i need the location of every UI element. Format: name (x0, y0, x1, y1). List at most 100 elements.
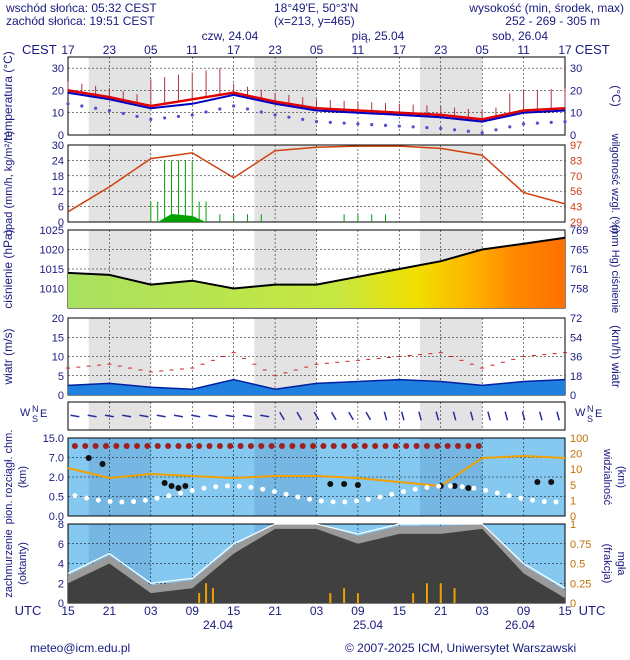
sunrise-text: wschód słońca: 05:32 CEST (6, 1, 157, 15)
cloud-base-high-dot (351, 443, 358, 449)
cloud-thickness-dot (400, 489, 406, 495)
precipitation-axis-title: opad (mm/h, kg/m²/h) (3, 131, 15, 236)
y-tick-label-right: 72 (570, 313, 582, 325)
dew-point-dot (107, 108, 112, 113)
bottom-hour-label: 09 (351, 604, 365, 618)
top-hour-label: 11 (186, 43, 199, 57)
y-tick-label: 20 (52, 313, 64, 325)
cloud-thickness-dot (224, 483, 230, 489)
humidity-axis-title-right: wilgotność wzgl. (%) (609, 133, 621, 234)
fog-bar (329, 593, 332, 603)
top-hour-label: 17 (393, 43, 407, 57)
cloud-base-high-dot (455, 443, 462, 449)
wind-direction-arrow (122, 414, 132, 418)
y-tick-label-right: 10 (570, 108, 582, 120)
top-timezone-label-right: CEST (575, 42, 610, 57)
y-tick-label: 0 (58, 598, 64, 610)
wind-direction-arrow (173, 414, 184, 418)
top-hour-label: 23 (268, 43, 282, 57)
dew-point-dot (494, 128, 498, 132)
cloud-cover-total-line (67, 523, 566, 589)
cloud-thickness-dot (178, 490, 184, 496)
cloud-base-high-dot (175, 443, 182, 449)
dew-point-dot (452, 128, 457, 132)
bottom-timezone-label: UTC (15, 603, 42, 618)
bottom-hour-label: 03 (144, 604, 158, 618)
wind-direction-arrow (313, 411, 320, 421)
y-tick-label-right: 20 (570, 449, 582, 461)
top-hour-label: 17 (61, 43, 75, 57)
y-tick-label: 0 (58, 130, 64, 142)
cloud-base-high-dot (392, 443, 399, 449)
wind-axis-title: wiatr (m/s) (1, 329, 15, 386)
y-tick-label: 15 (52, 332, 64, 344)
panel-temp (67, 56, 566, 136)
wind-direction-arrow (365, 411, 372, 421)
fog-axis-unit: (frakcja) (601, 544, 613, 584)
dew-point-dot (411, 125, 415, 129)
footer-email[interactable]: meteo@icm.edu.pl (30, 641, 131, 655)
cloud-thickness-dot (389, 491, 395, 497)
fog-axis-title: mgła (615, 552, 627, 577)
cloud-thickness-dot (119, 499, 125, 505)
bottom-day-label: 24.04 (203, 618, 233, 632)
top-day-label: sob, 26.04 (492, 29, 548, 43)
top-hour-label: 23 (434, 43, 448, 57)
cloud-thickness-dot (412, 486, 418, 492)
wind-direction-arrow (191, 414, 201, 418)
cloud-base-high-dot (289, 443, 296, 449)
y-tick-label-right: 0 (570, 130, 576, 142)
cloud-base-high-dot (423, 443, 430, 449)
fog-bar (205, 583, 208, 603)
dew-point-dot (163, 116, 167, 120)
y-tick-label: 1025 (40, 225, 64, 237)
cloud-base-high-dot (372, 443, 379, 449)
wind-direction-arrow (139, 414, 149, 418)
wind-direction-arrow (452, 411, 457, 421)
cloud-base-high-dot (206, 443, 213, 449)
panel-rain (67, 144, 566, 223)
dew-point-dot (549, 120, 553, 124)
compass-label-right: W (575, 407, 586, 419)
night-band (420, 402, 483, 430)
y-tick-label: 24 (52, 155, 64, 167)
cloud-thickness-dot (318, 498, 324, 504)
top-timezone-label: CEST (22, 42, 57, 57)
dew-point-dot (204, 110, 208, 114)
fog-bar (412, 593, 415, 603)
wind-direction-arrow (156, 414, 166, 418)
cloud-base-high-dot (278, 443, 285, 449)
compass-label: S (32, 414, 38, 424)
cloud-thickness-dot (283, 491, 289, 497)
cloud-thickness-dot (553, 499, 559, 505)
wind-direction-arrow (435, 411, 440, 421)
top-hour-label: 11 (352, 43, 365, 57)
wind-direction-arrow (279, 411, 285, 421)
elevation-values: 252 - 269 - 305 m (505, 14, 600, 28)
cloud-cover-axis-unit: (oktanty) (17, 542, 29, 585)
temperature-axis-title-right: (°C) (609, 85, 623, 106)
bottom-hour-label: 09 (186, 604, 200, 618)
dew-point-dot (397, 124, 401, 128)
cloud-thickness-dot (84, 495, 90, 501)
wind-direction-arrow (242, 414, 253, 418)
night-band (254, 57, 317, 135)
night-band (88, 145, 151, 222)
dew-point-dot (232, 104, 236, 108)
cloud-thickness-dot (518, 495, 524, 501)
bottom-hour-label: 21 (434, 604, 448, 618)
y-tick-label: 30 (52, 63, 64, 75)
compass-label-right: E (595, 408, 602, 420)
wind-direction-arrow (104, 414, 114, 418)
cloud-base-high-dot (144, 443, 151, 449)
temperature-axis-title: temperatura (°C) (1, 51, 15, 141)
cloud-base-high-dot (185, 443, 192, 449)
wind-speed-area (68, 379, 565, 395)
y-tick-label-right: 43 (570, 202, 582, 214)
wind-direction-arrow (383, 411, 388, 421)
cloud-base-high-dot (258, 443, 265, 449)
cloud-thickness-dot (494, 490, 500, 496)
y-tick-label-right: 0 (570, 390, 576, 402)
compass-label: W (20, 407, 31, 419)
